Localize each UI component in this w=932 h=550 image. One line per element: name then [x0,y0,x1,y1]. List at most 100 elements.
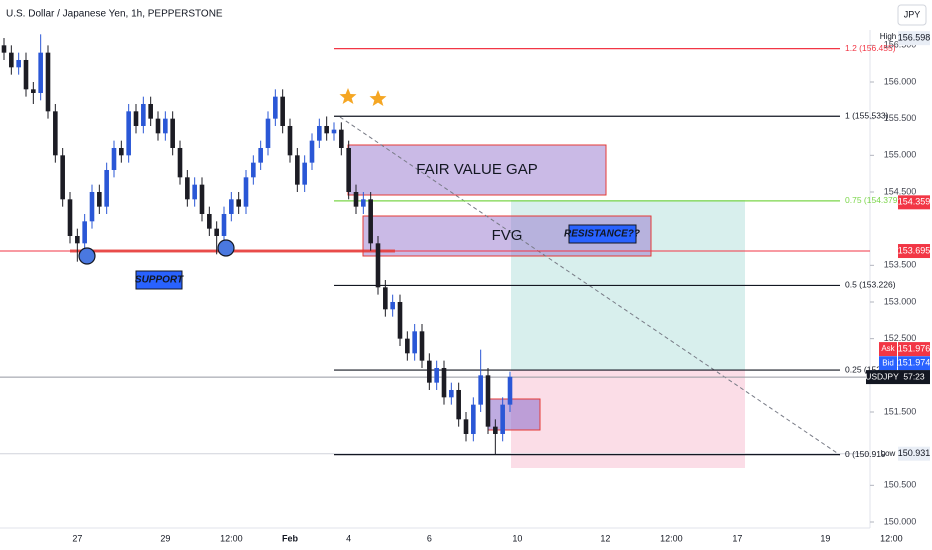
swing-circle [78,247,96,265]
price-label-box [898,195,930,210]
y-tick-label: 153.500 [884,260,917,270]
candle-body [221,213,227,236]
candle-body [236,199,241,207]
x-tick-label: 19 [820,533,830,543]
candle-body [60,155,65,200]
candle-body [339,129,344,148]
currency-label: JPY [904,9,921,19]
candle-body [207,213,212,229]
price-tag: High [880,32,896,41]
candle-body [427,360,432,383]
candle-body [9,52,14,68]
candle-body [265,118,271,148]
y-tick-label: 150.000 [884,516,917,526]
candle-body [309,140,315,163]
candle-body [295,155,300,185]
fib-label: 1 (155.533) [845,110,889,120]
fib-label: 1.2 (156.455) [845,43,896,53]
candle-body [302,162,307,185]
fvg-label: FAIR VALUE GAP [416,161,537,178]
candle-body [507,376,513,405]
candle-body [273,96,278,119]
candle-body [251,162,256,178]
candle-body [89,191,95,222]
price-label: 151.974 [898,358,931,368]
x-tick-label: Feb [282,533,299,543]
candle-body [485,375,491,427]
star [339,88,357,104]
price-label-box [898,31,930,46]
candle-body [478,375,483,405]
candle-body [471,404,476,434]
candle-body [463,419,469,434]
chart-title: U.S. Dollar / Japanese Yen, 1h, PEPPERST… [6,9,223,20]
price-label: 156.598 [898,33,931,43]
resistance-label: RESISTANCE?? [564,229,640,240]
candle-body [405,338,410,354]
y-tick-label: 156.000 [884,76,917,86]
candle-body [133,111,139,126]
x-tick-label: 10 [512,533,522,543]
candle-body [214,228,219,236]
candle-body [419,331,425,361]
candle-body [148,103,153,119]
candle-body [280,96,285,126]
currency-button[interactable] [897,4,927,26]
fib-label: 0.75 (154.379) [845,195,900,205]
fib-label: 0 (150.919 [845,449,886,459]
price-label: 153.695 [898,245,931,255]
candle-body [397,301,403,339]
price-tag: Ask [881,344,895,353]
candle-body [67,199,73,236]
candle-body [317,125,322,141]
support-tag [135,270,183,290]
candle-body [53,111,58,156]
x-tick-label: 4 [346,533,351,543]
fvg-label: FVG [492,227,523,244]
x-tick-label: 12:00 [220,533,243,543]
candle-body [375,243,381,288]
price-tag: Low [881,449,896,458]
fib-label: 0.5 (153.226) [845,280,896,290]
candle-body [434,367,439,383]
y-tick-label: 150.500 [884,480,917,490]
y-tick-label: 152.500 [884,333,917,343]
candle-body [229,199,234,214]
candle-body [82,221,87,244]
y-tick-label: 151.500 [884,406,917,416]
x-tick-label: 29 [160,533,170,543]
candle-body [104,169,109,207]
candle-body [456,389,461,420]
price-label-box [898,244,930,259]
candle-body [1,45,7,53]
candle-body [353,191,359,207]
candle-body [45,52,51,112]
candle-body [119,147,124,156]
x-tick-label: 12:00 [660,533,683,543]
price-label: 151.976 [898,343,931,353]
x-tick-label: 27 [72,533,82,543]
candle-body [199,184,205,214]
candle-body [500,404,505,434]
price-tag-box [879,356,897,371]
candle-body [361,199,366,207]
candle-body [75,235,80,244]
y-tick-label: 155.500 [884,113,917,123]
entry-box [487,398,541,431]
candle-body [368,199,373,244]
candle-body [331,129,337,134]
candle-body [97,191,102,207]
candle-body [38,52,43,93]
long-loss-zone [511,370,745,468]
candle-body [141,103,146,126]
candle-body [31,89,36,93]
candle-body [185,177,190,200]
price-tag: Bid [882,358,894,367]
candle-body [243,177,249,207]
x-tick-label: 17 [732,533,742,543]
candle-body [287,125,293,156]
price-label-box [898,356,930,371]
candle-body [155,118,161,134]
candle-body [258,147,263,163]
